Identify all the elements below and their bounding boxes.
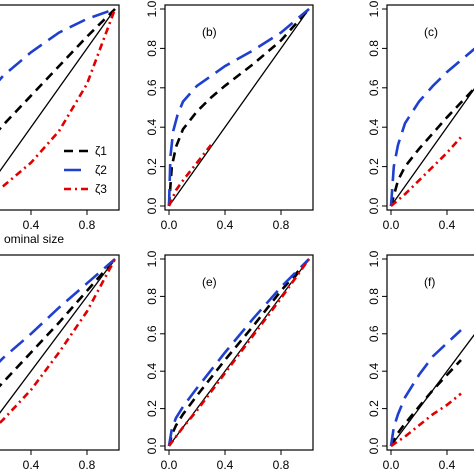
- panel-c: 0.0 0.4 0.0 0.2 0.4 0.6 0.8 1.0 (c): [367, 0, 474, 232]
- panel-label: (f): [424, 275, 435, 289]
- y-tick-label: 1.0: [367, 250, 381, 267]
- y-tick-label: 0.8: [367, 288, 381, 305]
- plot-frame: [386, 4, 474, 211]
- legend-label-zeta1: ζ1: [95, 144, 107, 158]
- x-axis-title: ominal size: [4, 232, 64, 246]
- series-line-zeta1: [167, 8, 310, 207]
- series-line-zeta1: [389, 86, 474, 207]
- x-tick-label: 0.8: [273, 218, 290, 232]
- y-tick-label: 0.2: [145, 158, 159, 175]
- x-tick-label: 0.8: [79, 458, 96, 472]
- series-line-zeta3: [390, 392, 462, 448]
- series-line-zeta3: [390, 136, 462, 207]
- x-tick-label: 0.4: [217, 458, 234, 472]
- legend-label-zeta3: ζ3: [95, 182, 107, 196]
- series-line-zeta2: [167, 8, 310, 207]
- series-line-zeta1: [0, 8, 116, 131]
- panel-d: 0.4 0.8: [0, 254, 120, 472]
- series-line-zeta1: [389, 359, 462, 447]
- panel-a: 0.4 0.8 ζ1 ζ2 ζ3: [0, 4, 120, 232]
- series-line-zeta1: [0, 258, 116, 388]
- y-tick-label: 0.4: [145, 119, 159, 136]
- x-tick-label: 0.4: [217, 218, 234, 232]
- x-tick-label: 0.0: [383, 458, 400, 472]
- series-line-zeta2: [0, 258, 116, 363]
- y-tick-label: 0.0: [367, 437, 381, 454]
- x-tick-label: 0.4: [23, 458, 40, 472]
- x-tick-label: 0.0: [161, 458, 178, 472]
- y-tick-label: 1.0: [145, 0, 159, 17]
- y-tick-label: 0.4: [367, 363, 381, 380]
- y-tick-label: 0.8: [367, 40, 381, 57]
- plot-frame: [164, 254, 314, 451]
- x-tick-label: 0.4: [439, 218, 456, 232]
- x-tick-label: 0.8: [79, 218, 96, 232]
- series-line-zeta3: [0, 258, 117, 425]
- x-tick-label: 0.0: [161, 218, 178, 232]
- plot-frame: [386, 254, 474, 451]
- diagonal-reference-line: [168, 8, 310, 207]
- y-tick-label: 1.0: [367, 0, 381, 17]
- series-line-zeta2: [389, 329, 462, 447]
- y-tick-label: 1.0: [145, 250, 159, 267]
- y-tick-label: 0.2: [367, 400, 381, 417]
- series-line-zeta3: [167, 144, 213, 207]
- panel-label: (e): [202, 275, 217, 289]
- y-tick-label: 0.6: [145, 325, 159, 342]
- x-tick-label: 0.0: [383, 218, 400, 232]
- y-tick-label: 0.0: [367, 197, 381, 214]
- plot-frame: [0, 254, 120, 451]
- diagonal-reference-line: [0, 8, 116, 172]
- y-tick-label: 0.8: [145, 288, 159, 305]
- diagonal-reference-line: [390, 334, 474, 447]
- y-tick-label: 0.4: [145, 363, 159, 380]
- panel-e: 0.0 0.4 0.8 0.0 0.2 0.4 0.6 0.8 1.0 (e): [145, 250, 314, 472]
- y-tick-label: 0.6: [367, 325, 381, 342]
- legend: ζ1 ζ2 ζ3: [64, 144, 107, 196]
- legend-label-zeta2: ζ2: [95, 163, 107, 177]
- y-tick-label: 0.6: [367, 79, 381, 96]
- panel-f: 0.0 0.4 0.0 0.2 0.4 0.6 0.8 1.0 (f): [367, 250, 474, 472]
- series-line-zeta2: [389, 47, 474, 207]
- y-tick-label: 0.0: [145, 197, 159, 214]
- y-tick-label: 0.8: [145, 40, 159, 57]
- panel-label: (c): [424, 25, 438, 39]
- panel-b: 0.0 0.4 0.8 0.0 0.2 0.4 0.6 0.8 1.0 (b): [145, 0, 314, 232]
- series-line-zeta3: [0, 8, 117, 191]
- x-tick-label: 0.4: [439, 458, 456, 472]
- x-tick-label: 0.4: [23, 218, 40, 232]
- plot-frame: [0, 4, 120, 211]
- y-tick-label: 0.6: [145, 79, 159, 96]
- diagonal-reference-line: [0, 258, 116, 414]
- y-tick-label: 0.4: [367, 119, 381, 136]
- series-line-zeta2: [0, 7, 116, 82]
- y-tick-label: 0.2: [367, 158, 381, 175]
- diagonal-reference-line: [390, 88, 474, 207]
- y-tick-label: 0.0: [145, 437, 159, 454]
- series-line-zeta3: [167, 258, 311, 447]
- y-tick-label: 0.2: [145, 400, 159, 417]
- panel-label: (b): [202, 25, 217, 39]
- plot-frame: [164, 4, 314, 211]
- x-tick-label: 0.8: [273, 458, 290, 472]
- series-line-zeta2: [167, 258, 310, 447]
